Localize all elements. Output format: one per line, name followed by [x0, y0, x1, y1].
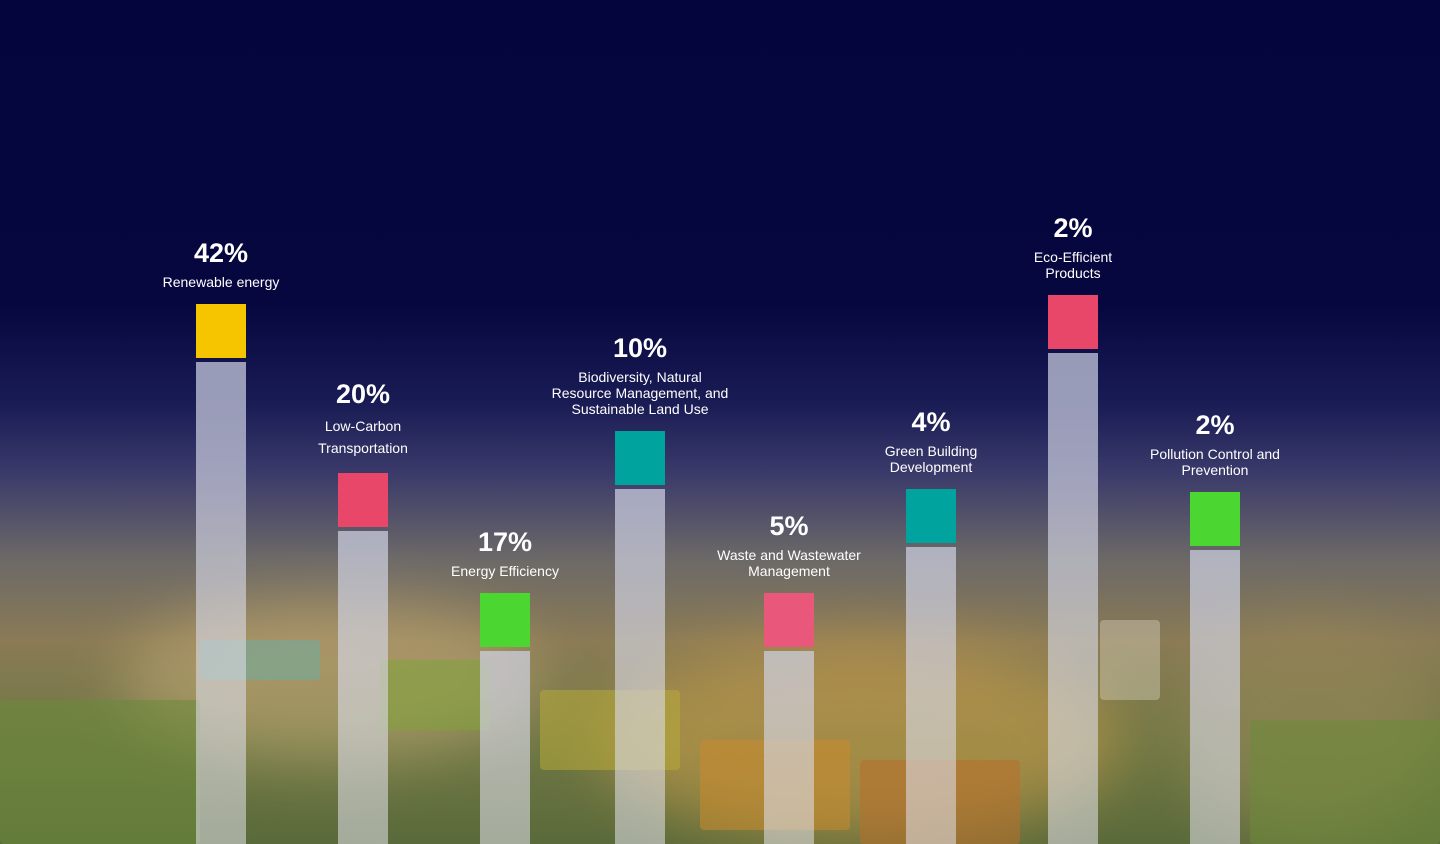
bar [196, 362, 246, 844]
bar-cap [480, 593, 530, 647]
bar [615, 489, 665, 844]
bar-cap [906, 489, 956, 543]
bar-cap [615, 431, 665, 485]
category-label: Renewable energy [111, 274, 331, 290]
bar [338, 531, 388, 844]
category-label: Green Building Development [821, 443, 1041, 475]
category-label-line: Energy Efficiency [451, 563, 559, 579]
category-label-line: Resource Management, and [551, 385, 729, 401]
category-label-line: Green Building [884, 443, 978, 459]
bar [906, 547, 956, 844]
category-label-line: Prevention [1181, 462, 1249, 478]
bar [764, 651, 814, 844]
category-label-line: Eco-Efficient [1033, 249, 1113, 265]
data-label: 42% [193, 238, 249, 268]
bar-column-green-building: 4% Green Building Development [821, 0, 1041, 844]
bar-cap [1048, 295, 1098, 349]
category-label: Energy Efficiency [395, 563, 615, 579]
background-park [1250, 720, 1440, 844]
data-label: 2% [1053, 213, 1093, 243]
category-label-line: Transportation [318, 440, 408, 456]
data-label: 4% [911, 407, 951, 437]
bar-cap [196, 304, 246, 358]
bar-cap [338, 473, 388, 527]
bar-column-eco-efficient-products: 2% Eco-Efficient Products [963, 0, 1183, 844]
data-label: 5% [769, 511, 809, 541]
background-building [1100, 620, 1160, 700]
bar-cap [1190, 492, 1240, 546]
category-label: Biodiversity, Natural Resource Management… [530, 369, 750, 417]
category-label-line: Sustainable Land Use [571, 401, 709, 417]
category-label-line: Low-Carbon [324, 418, 402, 434]
background-park [0, 700, 200, 844]
data-label: 2% [1195, 410, 1235, 440]
data-label: 10% [612, 333, 668, 363]
bar [1048, 353, 1098, 844]
bar-column-waste-management: 5% Waste and Wastewater Management [679, 0, 899, 844]
bar-column-biodiversity: 10% Biodiversity, Natural Resource Managem… [530, 0, 750, 844]
background-field [380, 660, 490, 730]
category-label-line: Development [889, 459, 973, 475]
bar [480, 651, 530, 844]
category-label: Waste and Wastewater Management [679, 547, 899, 579]
bar-column-renewable-energy: 42% Renewable energy [111, 0, 331, 844]
category-label-line: Biodiversity, Natural [578, 369, 702, 385]
category-label: Pollution Control and Prevention [1105, 446, 1325, 478]
category-label: Low-Carbon Transportation [253, 415, 473, 459]
bar [1190, 550, 1240, 844]
bar-column-low-carbon-transportation: 20% Low-Carbon Transportation [253, 0, 473, 844]
category-label-line: Renewable energy [162, 274, 280, 290]
data-label: 20% [335, 379, 391, 409]
bar-column-pollution-control: 2% Pollution Control and Prevention [1105, 0, 1325, 844]
category-label-line: Waste and Wastewater [717, 547, 861, 563]
bar-column-energy-efficiency: 17% Energy Efficiency [395, 0, 615, 844]
bar-cap [764, 593, 814, 647]
category-label-line: Management [748, 563, 830, 579]
category-label: Eco-Efficient Products [963, 249, 1183, 281]
data-label: 17% [477, 527, 533, 557]
category-label-line: Products [1045, 265, 1101, 281]
category-label-line: Pollution Control and [1150, 446, 1280, 462]
